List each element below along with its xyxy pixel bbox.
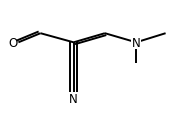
- Text: N: N: [132, 36, 141, 49]
- Text: O: O: [8, 36, 17, 49]
- Text: N: N: [69, 93, 78, 106]
